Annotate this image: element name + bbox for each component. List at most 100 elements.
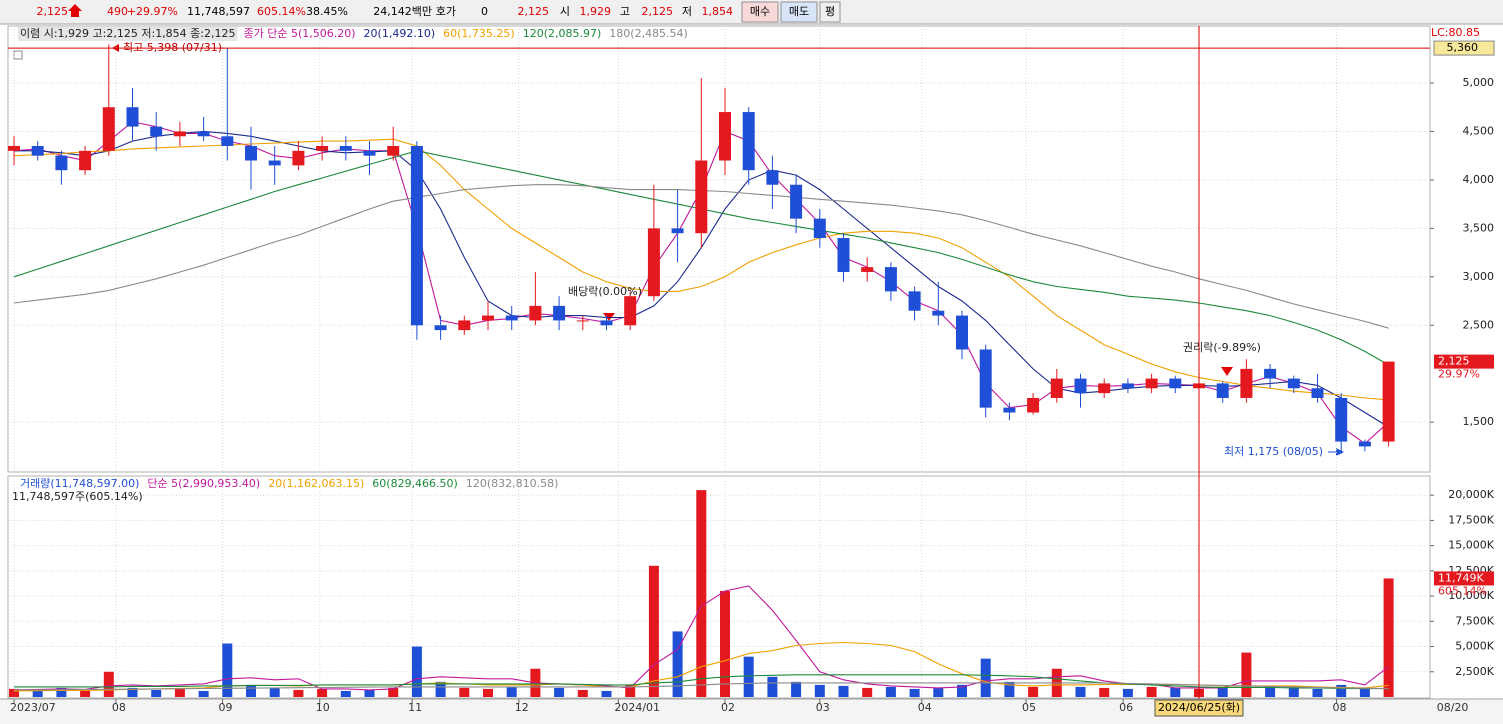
volume-bar — [577, 689, 588, 697]
legend-entry: 120(2,085.97) — [523, 27, 602, 40]
cursor-label: 2024/06/25(화) — [1158, 701, 1240, 714]
candle-body — [1074, 378, 1087, 394]
volume-bar — [1241, 652, 1252, 697]
toolbar-field: 2,125 — [37, 5, 69, 18]
candle-body — [1121, 383, 1134, 389]
volume-bar — [1170, 687, 1181, 697]
toolbar-field: 38.45% — [306, 5, 348, 18]
last-price-label: 2,125 — [1438, 355, 1470, 368]
legend-entry: 120(832,810.58) — [466, 477, 559, 490]
toolbar-field: +29.97% — [127, 5, 178, 18]
x-tick-label: 09 — [219, 701, 233, 714]
candle-body — [1358, 441, 1371, 447]
toolbar-button-label[interactable]: 평 — [825, 5, 835, 18]
candle-body — [1216, 383, 1229, 398]
legend-entry: 20(1,492.10) — [364, 27, 436, 40]
toolbar-field: 605.14% — [257, 5, 306, 18]
candle-body — [434, 325, 447, 331]
y-tick-label: 4,000 — [1463, 173, 1495, 186]
candle-body — [339, 145, 352, 151]
volume-panel — [7, 475, 1431, 699]
x-tick-label: 02 — [721, 701, 735, 714]
toolbar-field: 저 — [682, 5, 692, 18]
x-tick-label: 11 — [408, 701, 422, 714]
volume-bar — [506, 686, 517, 697]
candle-body — [1050, 378, 1063, 398]
volume-bar — [1099, 687, 1110, 697]
annotation: 권리락(-9.89%) — [1183, 341, 1261, 354]
y-tick-label: 1,500 — [1463, 415, 1495, 428]
volume-bar — [293, 689, 304, 697]
y-tick-label: 5,000K — [1455, 640, 1494, 653]
legend-entry: 20(1,162,063.15) — [268, 477, 364, 490]
volume-bar — [1217, 687, 1228, 697]
toolbar-button[interactable] — [780, 1, 818, 23]
legend-entry: 종가 단순 5(1,506.20) — [244, 27, 356, 40]
y-tick-label: 2,500 — [1463, 318, 1495, 331]
volume-bar — [127, 687, 138, 697]
toolbar-field: 호가 — [436, 5, 456, 18]
volume-bar — [459, 687, 470, 697]
rights-arrow — [1221, 367, 1233, 376]
candle-body — [766, 170, 779, 185]
last-volume-change: 605.14% — [1438, 584, 1487, 597]
volume-bar — [648, 565, 659, 697]
x-tick-label: 03 — [816, 701, 830, 714]
panel-icon — [13, 50, 23, 60]
legend-entry: 이렴 시:1,929 고:2,125 저:1,854 종:2,125 — [20, 27, 236, 40]
candle-body — [505, 315, 518, 321]
x-tick-label: 08/20 — [1437, 701, 1469, 714]
candle-body — [102, 107, 115, 151]
candle-body — [126, 107, 139, 127]
last-volume-label: 11,749K — [1438, 571, 1484, 584]
candle-body — [529, 305, 542, 321]
candle-body — [671, 228, 684, 234]
volume-bar — [980, 658, 991, 697]
volume-bar — [933, 687, 944, 697]
volume-bar — [151, 689, 162, 697]
volume-bar — [625, 684, 636, 697]
y-tick-label: 7,500K — [1455, 614, 1494, 627]
volume-bar — [103, 671, 114, 697]
y-tick-label: 3,000 — [1463, 270, 1495, 283]
legend-header-box — [18, 27, 238, 41]
candle-body — [1335, 397, 1348, 442]
x-tick-label: 05 — [1022, 701, 1036, 714]
x-tick-label: 08 — [1332, 701, 1346, 714]
volume-bar — [838, 685, 849, 697]
legend-entry: 180(2,485.54) — [609, 27, 688, 40]
candle-body — [482, 315, 494, 321]
candle-body — [861, 267, 874, 272]
volume-bar — [32, 689, 43, 697]
volume-bar — [1122, 688, 1133, 697]
volume-bar — [411, 646, 422, 697]
volume-bar — [56, 687, 67, 697]
annotation: 배당락(0.00%) — [568, 285, 642, 298]
y-tick-label: 2,500K — [1455, 665, 1494, 678]
annotation: 최저 1,175 (08/05) — [1224, 445, 1323, 458]
candle-body — [458, 320, 471, 331]
toolbar-button-label[interactable]: 매수 — [750, 5, 770, 18]
toolbar-button[interactable] — [741, 1, 779, 23]
toolbar-button[interactable] — [819, 1, 841, 23]
volume-bar — [696, 490, 707, 697]
candle-body — [553, 305, 566, 321]
candle-body — [55, 155, 68, 171]
y-tick-label: 4,500 — [1463, 124, 1495, 137]
candle-body — [292, 150, 305, 166]
candle-body — [837, 238, 850, 272]
candle-body — [1311, 388, 1324, 398]
volume-bar — [1336, 684, 1347, 697]
legend-entry: 60(1,735.25) — [443, 27, 515, 40]
toolbar-button-label[interactable]: 매도 — [789, 5, 809, 18]
candle-body — [1287, 378, 1300, 389]
candle-body — [1145, 378, 1158, 389]
y-tick-label: 3,500 — [1463, 221, 1495, 234]
corner-label: LC:80.85 — [1431, 26, 1480, 39]
candle-body — [1169, 378, 1182, 389]
candle-body — [1264, 368, 1277, 379]
annotation: 최고 5,398 (07/31) — [123, 41, 222, 54]
x-tick-label: 12 — [515, 701, 529, 714]
candle-body — [197, 131, 210, 137]
